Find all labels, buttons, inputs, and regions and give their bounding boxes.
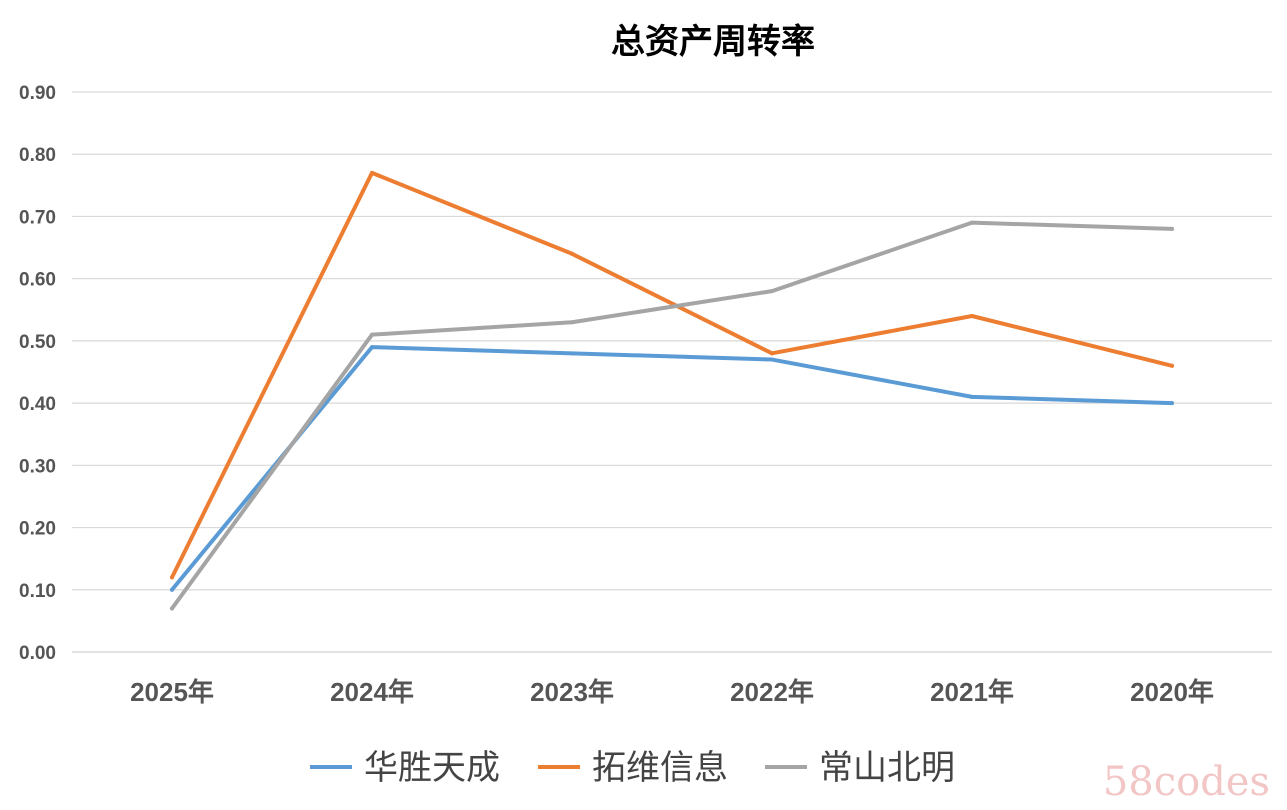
legend: 华胜天成 拓维信息 常山北明 xyxy=(310,748,955,788)
y-axis-ticks: 0.00 0.10 0.20 0.30 0.40 0.50 0.60 0.70 0.80 0.90 xyxy=(19,83,56,664)
data-point xyxy=(1170,226,1174,231)
watermark-text: 58codes xyxy=(1103,759,1270,805)
data-point xyxy=(970,314,974,318)
legend-label: 拓维信息 xyxy=(592,748,728,788)
y-tick-label: 0.90 xyxy=(19,83,56,104)
y-tick-label: 0.20 xyxy=(19,519,56,540)
series-lines xyxy=(170,170,1174,611)
data-point xyxy=(370,332,374,337)
x-tick-label: 2021年 xyxy=(930,677,1014,707)
legend-label: 华胜天成 xyxy=(364,748,500,788)
y-tick-label: 0.00 xyxy=(19,643,56,664)
x-tick-label: 2023年 xyxy=(530,677,614,707)
data-point xyxy=(370,345,374,350)
y-tick-label: 0.60 xyxy=(19,270,56,291)
data-point xyxy=(570,251,574,256)
data-point xyxy=(1170,401,1174,406)
x-tick-label: 2025年 xyxy=(130,677,214,707)
data-point xyxy=(170,575,174,580)
data-point xyxy=(570,351,574,356)
data-point xyxy=(370,170,374,175)
data-point xyxy=(170,606,174,611)
y-tick-label: 0.10 xyxy=(19,581,56,602)
gridlines xyxy=(72,91,1272,653)
data-point xyxy=(570,320,574,325)
legend-label: 常山北明 xyxy=(819,748,955,788)
x-tick-label: 2020年 xyxy=(1130,677,1214,707)
data-point xyxy=(970,220,974,225)
y-tick-label: 0.70 xyxy=(19,207,56,228)
series-line xyxy=(170,220,1174,611)
series-line xyxy=(170,345,1174,592)
data-point xyxy=(770,357,774,362)
data-point xyxy=(1170,363,1174,368)
y-tick-label: 0.50 xyxy=(19,332,56,353)
y-tick-label: 0.40 xyxy=(19,394,56,415)
y-tick-label: 0.80 xyxy=(19,145,56,166)
data-point xyxy=(170,587,174,592)
data-point xyxy=(770,351,774,356)
chart-title: 总资产周转率 xyxy=(611,22,815,62)
x-axis-ticks: 2025年 2024年 2023年 2022年 2021年 2020年 xyxy=(130,677,1214,707)
x-tick-label: 2024年 xyxy=(330,677,414,707)
data-point xyxy=(770,289,774,294)
data-point xyxy=(970,394,974,399)
y-tick-label: 0.30 xyxy=(19,456,56,477)
x-tick-label: 2022年 xyxy=(730,677,814,707)
series-line xyxy=(170,170,1174,580)
